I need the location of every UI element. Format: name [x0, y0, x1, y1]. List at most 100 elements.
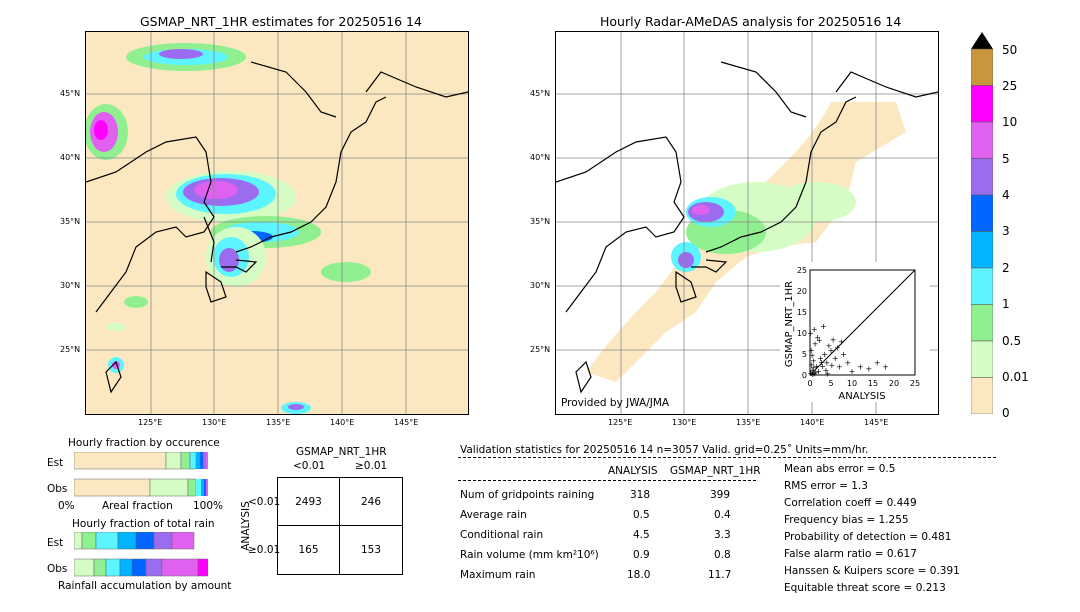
scatter-xlabel: ANALYSIS — [838, 391, 885, 402]
scatter-point: + — [840, 350, 847, 359]
left-map-title: GSMAP_NRT_1HR estimates for 20250516 14 — [140, 14, 422, 29]
validation-header: Validation statistics for 20250516 14 n=… — [460, 444, 869, 456]
scatter-point: + — [807, 329, 814, 338]
scatter-point: + — [865, 365, 872, 374]
colorbar-swatches — [970, 48, 994, 415]
scatter-point: + — [828, 361, 835, 370]
score-rmse: RMS error = 1.3 — [784, 480, 868, 492]
scatter-point: + — [813, 362, 820, 371]
scatter-point: + — [808, 361, 815, 370]
row-label-volume: Rain volume (mm km²10⁶) — [460, 549, 599, 561]
left-lat-label-40: 40°N — [60, 153, 81, 162]
scatter-point: + — [812, 340, 819, 349]
scatter-plot: ++++++++++++++++++++ + ++ +++++++++++++++++… — [784, 266, 920, 402]
row-label-max: Maximum rain — [460, 569, 536, 581]
right-lon-label-145: 145°E — [864, 418, 889, 427]
scatter-point: + — [815, 367, 822, 376]
contingency-col-ge: ≥0.01 — [355, 460, 388, 472]
scatter-point: + — [874, 358, 881, 367]
right-lat-label-25: 25°N — [530, 345, 551, 354]
scatter-ytick-label: 15 — [797, 308, 807, 317]
scatter-point: + — [809, 366, 816, 375]
left-lat-label-30: 30°N — [60, 281, 81, 290]
cb-label-4: 4 — [1002, 188, 1010, 202]
scatter-point: + — [832, 354, 839, 363]
scatter-point: + — [817, 354, 824, 363]
colorbar-swatch — [970, 158, 994, 196]
contingency-row-ge: ≥0.01 — [248, 544, 281, 556]
colorbar-swatch — [970, 231, 994, 269]
scatter-point: + — [820, 322, 827, 331]
left-lat-label-45: 45°N — [60, 89, 81, 98]
colorbar-swatch — [970, 194, 994, 232]
score-hk: Hanssen & Kuipers score = 0.391 — [784, 565, 960, 577]
scatter-ytick-label: 10 — [797, 329, 807, 338]
row-a-volume: 0.9 — [633, 549, 650, 561]
contingency-row-lt: <0.01 — [248, 496, 281, 508]
scatter-point: + — [810, 356, 817, 365]
total-chart — [73, 531, 209, 578]
scatter-point: + — [809, 351, 816, 360]
row-g-max: 11.7 — [708, 569, 732, 581]
row-g-cond: 3.3 — [714, 529, 731, 541]
scatter-point: + — [823, 358, 830, 367]
scatter-point: + — [807, 369, 814, 378]
total-obs-bar — [73, 558, 209, 577]
colorbar-swatch — [970, 377, 994, 415]
right-precip — [586, 102, 906, 382]
scatter-ytick-label: 0 — [802, 371, 807, 380]
total-obs-label: Obs — [47, 563, 68, 575]
stats-col-rule — [458, 480, 756, 481]
colorbar-graphic — [970, 32, 994, 415]
left-lat-label-25: 25°N — [60, 345, 81, 354]
scatter-diagonal — [809, 269, 916, 376]
scatter-xtick-label: 0 — [807, 379, 812, 388]
scatter-point: + — [821, 350, 828, 359]
left-lon-label-145: 145°E — [394, 418, 419, 427]
scatter-point: + — [814, 333, 821, 342]
axis-mid-label: Areal fraction — [102, 500, 173, 512]
cb-label-0.5: 0.5 — [1002, 334, 1022, 348]
score-ets: Equitable threat score = 0.213 — [784, 582, 946, 594]
cb-label-2: 2 — [1002, 261, 1010, 275]
scatter-point: + — [849, 367, 856, 376]
cb-label-0: 0 — [1002, 406, 1010, 420]
left-precip — [86, 43, 371, 414]
scatter-ylabel: GSMAP_NRT_1HR — [784, 281, 795, 367]
row-a-max: 18.0 — [627, 569, 651, 581]
scatter-xtick-label: 10 — [847, 379, 857, 388]
scatter-point: + — [823, 366, 830, 375]
row-g-avg: 0.4 — [714, 509, 731, 521]
right-lon-label-140: 140°E — [800, 418, 825, 427]
total-title: Hourly fraction of total rain — [72, 518, 215, 530]
row-label-avg: Average rain — [460, 509, 527, 521]
scatter-point: + — [828, 346, 835, 355]
scatter-point: + — [808, 346, 815, 355]
scatter-point: + — [816, 336, 823, 345]
cb-label-3: 3 — [1002, 224, 1010, 238]
scatter-point: + — [810, 363, 817, 372]
validation-header-rule — [458, 457, 996, 458]
ct-cell-hit: 153 — [360, 544, 382, 556]
score-far: False alarm ratio = 0.617 — [784, 548, 917, 560]
right-lat-label-30: 30°N — [530, 281, 551, 290]
right-lat-label-40: 40°N — [530, 153, 551, 162]
scatter-point: + — [834, 344, 841, 353]
scatter-ytick-label: 5 — [802, 350, 807, 359]
row-g-volume: 0.8 — [714, 549, 731, 561]
occurrence-chart — [73, 451, 208, 498]
right-lon-label-125: 125°E — [608, 418, 633, 427]
contingency-table: 2493 246 165 153 — [277, 477, 403, 575]
scatter-xticks: 0 5 10 15 20 25 — [807, 379, 920, 388]
score-pod: Probability of detection = 0.481 — [784, 531, 952, 543]
cb-label-5: 5 — [1002, 152, 1010, 166]
scatter-point: + — [812, 368, 819, 377]
scatter-xtick-label: 15 — [868, 379, 878, 388]
row-a-cond: 4.5 — [633, 529, 650, 541]
scatter-point: + — [838, 337, 845, 346]
data-credit: Provided by JWA/JMA — [561, 397, 670, 409]
row-g-gridpoints: 399 — [710, 489, 731, 501]
col-analysis: ANALYSIS — [608, 465, 658, 477]
scatter-point: + — [830, 335, 837, 344]
row-a-gridpoints: 318 — [630, 489, 651, 501]
